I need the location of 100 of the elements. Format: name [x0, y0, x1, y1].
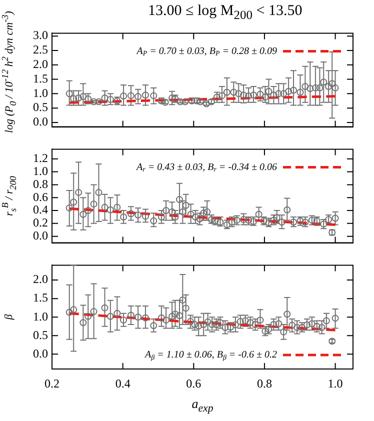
point: [252, 321, 259, 328]
point: [84, 312, 92, 320]
point: [223, 88, 230, 96]
point: [70, 95, 78, 102]
point: [256, 90, 264, 98]
point: [182, 304, 190, 312]
point: [332, 314, 339, 322]
point: [168, 312, 176, 320]
point: [191, 321, 198, 328]
point: [308, 320, 316, 328]
point: [250, 92, 257, 99]
point: [230, 88, 238, 96]
point: [120, 92, 128, 100]
point: [80, 210, 87, 218]
point: [84, 95, 92, 102]
y-tick-label: 0.6: [33, 190, 48, 204]
point: [75, 94, 82, 102]
point: [322, 317, 330, 324]
point: [328, 80, 336, 88]
point: [150, 92, 158, 100]
point: [204, 208, 211, 216]
point: [242, 317, 249, 324]
point: [120, 213, 128, 220]
y-tick-label: 2.0: [33, 57, 48, 72]
point: [246, 319, 254, 326]
point: [275, 90, 282, 98]
point: [284, 310, 291, 318]
y-tick-label: 2.5: [33, 42, 48, 57]
point: [179, 208, 186, 216]
point: [265, 88, 272, 95]
point: [150, 217, 158, 224]
point: [172, 213, 179, 220]
point: [280, 90, 288, 98]
point: [256, 316, 264, 324]
point: [127, 92, 134, 100]
point: [218, 92, 226, 100]
y-tick-label: 1.0: [33, 309, 48, 324]
point: [208, 321, 216, 328]
point: [236, 318, 244, 326]
point: [66, 308, 73, 316]
point: [75, 188, 82, 196]
x-axis-title: a$_{exp}$: [190, 396, 214, 416]
point: [70, 306, 78, 314]
point: [240, 216, 248, 224]
y-tick-label: 0.5: [33, 328, 48, 342]
point: [270, 321, 278, 328]
y-tick-label: 1.5: [33, 290, 48, 305]
point: [285, 88, 292, 95]
point: [142, 314, 149, 322]
point: [296, 88, 304, 96]
chart-title: 13.00 ≤ log M$_{200}$ < 13.50: [148, 3, 302, 22]
point: [288, 322, 296, 329]
point: [216, 319, 224, 326]
point: [186, 318, 194, 326]
point: [332, 214, 339, 222]
x-tick-label: 0.2: [44, 376, 60, 390]
point: [204, 318, 212, 326]
y-tick-label: 0.0: [33, 228, 48, 242]
point: [134, 212, 142, 219]
point: [325, 82, 332, 90]
point: [80, 93, 87, 100]
point: [134, 93, 142, 100]
point: [273, 214, 280, 222]
point: [290, 86, 298, 94]
point: [235, 90, 242, 98]
point: [80, 319, 87, 326]
point: [176, 98, 184, 106]
y-tick-label: 0.0: [33, 114, 48, 129]
point: [176, 312, 183, 320]
point: [114, 310, 121, 317]
point: [182, 98, 189, 106]
point: [84, 207, 92, 214]
point: [106, 312, 114, 320]
point: [306, 84, 314, 92]
point: [95, 98, 102, 106]
point: [214, 94, 221, 101]
point: [212, 321, 220, 328]
point: [162, 207, 170, 214]
point: [114, 204, 121, 211]
y-tick-label: 3.0: [33, 28, 48, 42]
point: [176, 196, 183, 204]
y-tick-label: 2.0: [33, 272, 48, 286]
point: [312, 84, 319, 92]
point: [245, 92, 252, 100]
point: [200, 321, 208, 328]
point: [142, 212, 149, 220]
point: [196, 215, 204, 222]
point: [313, 322, 320, 330]
y-tick-label: 1.5: [33, 71, 48, 86]
point: [232, 321, 239, 328]
point: [127, 312, 134, 319]
point: [294, 324, 301, 331]
point: [278, 218, 286, 226]
point: [101, 204, 108, 211]
y-tick-label: 0.4: [33, 202, 48, 217]
point: [179, 296, 186, 304]
point: [195, 322, 202, 330]
point: [172, 310, 179, 318]
point: [284, 206, 291, 214]
point: [101, 94, 108, 102]
